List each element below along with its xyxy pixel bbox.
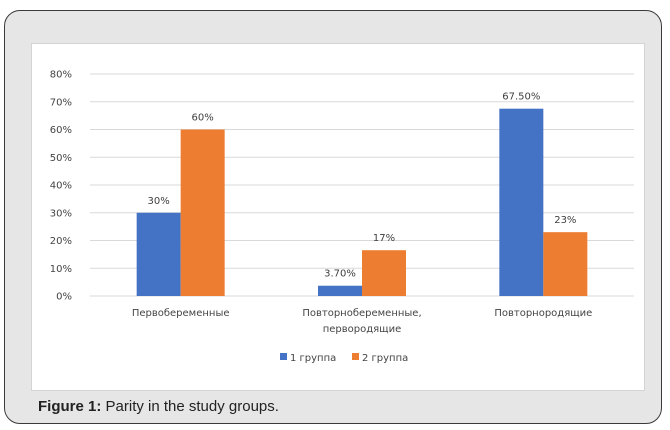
data-label: 30% — [148, 196, 170, 207]
bar — [136, 212, 181, 296]
category-label: первородящие — [323, 324, 402, 335]
bar-chart: 0% 10% 20% 30% 40% 50% 60% 70% 80% 30% 3.70% 67.50%… — [50, 70, 634, 364]
bar — [180, 129, 225, 296]
y-tick-label: 20% — [50, 236, 72, 247]
y-tick-label: 0% — [56, 292, 72, 303]
caption-text: Parity in the study groups. — [105, 398, 279, 415]
legend-label: 1 группа — [290, 353, 336, 364]
y-tick-label: 60% — [50, 125, 72, 136]
bar — [318, 285, 362, 296]
data-label: 23% — [554, 215, 576, 226]
y-tick-label: 10% — [50, 264, 72, 275]
category-label: Повторнородящие — [494, 308, 592, 319]
y-tick-label: 30% — [50, 208, 72, 219]
data-label: 60% — [192, 113, 214, 124]
legend-swatch — [352, 353, 359, 360]
figure-caption: Figure 1: Parity in the study groups. — [38, 398, 279, 415]
y-tick-label: 70% — [50, 97, 72, 108]
category-label: Первобеременные — [132, 308, 230, 319]
category-label: Повторнобеременные, — [302, 308, 421, 319]
bar — [543, 232, 588, 296]
y-tick-label: 80% — [50, 70, 72, 81]
data-label: 67.50% — [502, 92, 540, 103]
data-label: 3.70% — [324, 269, 356, 280]
bar — [499, 108, 544, 296]
figure-frame: 0% 10% 20% 30% 40% 50% 60% 70% 80% 30% 3.70% 67.50%… — [4, 10, 662, 424]
caption-label: Figure 1: — [38, 398, 102, 415]
data-label: 17% — [373, 233, 395, 244]
chart-area: 0% 10% 20% 30% 40% 50% 60% 70% 80% 30% 3.70% 67.50%… — [31, 43, 645, 391]
bar — [362, 250, 406, 296]
legend-label: 2 группа — [362, 353, 408, 364]
legend-swatch — [280, 353, 287, 360]
y-tick-label: 40% — [50, 181, 72, 192]
y-tick-label: 50% — [50, 153, 72, 164]
